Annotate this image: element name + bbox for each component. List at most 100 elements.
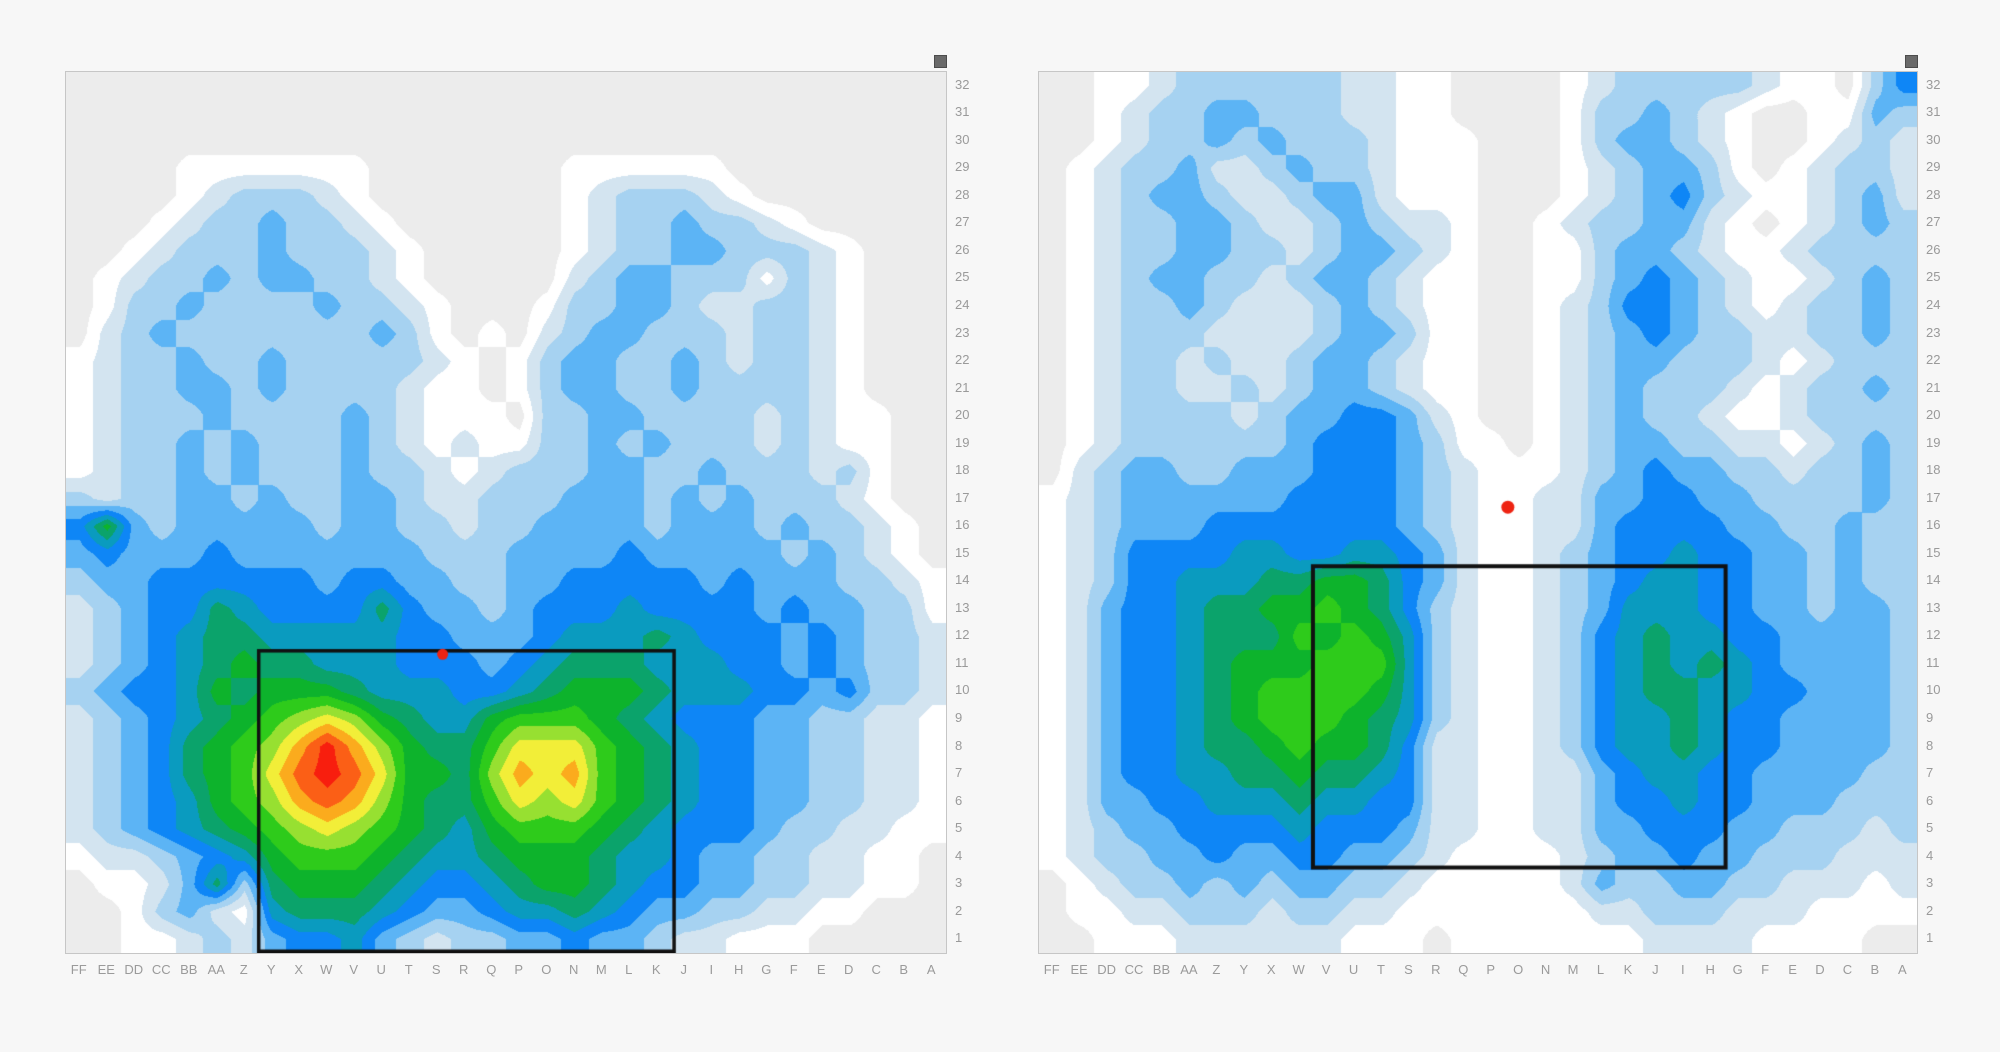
y-axis-tick-label: 31 [955, 104, 970, 120]
y-axis-tick-label: 20 [1926, 407, 1941, 423]
y-axis-tick-label: 4 [955, 847, 963, 863]
x-axis-tick-label: U [376, 962, 386, 977]
y-axis-tick-label: 26 [1926, 241, 1941, 257]
y-axis-tick-label: 4 [1926, 847, 1934, 863]
x-axis-tick-label: BB [1152, 962, 1171, 977]
y-axis-tick-label: 2 [955, 902, 963, 918]
y-axis-tick-label: 1 [955, 930, 963, 946]
y-axis-tick-label: 21 [955, 379, 970, 395]
y-axis-tick-label: 18 [1926, 462, 1941, 478]
y-axis-tick-label: 19 [1926, 434, 1941, 450]
y-axis-tick-label: 30 [955, 131, 970, 147]
x-axis-tick-label: CC [151, 962, 171, 977]
y-axis-tick-label: 15 [1926, 544, 1941, 560]
x-axis-tick-label: T [404, 962, 413, 977]
x-axis-tick-label: W [1292, 962, 1305, 977]
x-axis-tick-label: A [926, 962, 936, 977]
x-axis-tick-label: G [1732, 962, 1743, 977]
x-axis-tick-label: AA [1180, 962, 1198, 977]
y-axis-tick-label: 32 [955, 76, 970, 92]
x-axis-tick-label: C [871, 962, 881, 977]
x-axis-tick-label: P [1486, 962, 1496, 977]
x-axis-tick-label: V [349, 962, 359, 977]
y-axis-tick-label: 7 [955, 765, 963, 781]
y-axis-tick-label: 1 [1926, 930, 1934, 946]
x-axis-tick-label: O [541, 962, 552, 977]
y-axis-tick-label: 28 [955, 186, 970, 202]
y-axis-tick-label: 11 [955, 654, 969, 670]
x-axis-tick-label: C [1842, 962, 1853, 977]
y-axis-tick-label: 13 [1926, 599, 1941, 615]
x-axis-tick-label: S [431, 962, 441, 977]
x-axis-tick-label: Q [1458, 962, 1469, 977]
pressure-heatmap-canvas-right[interactable] [1039, 72, 1917, 953]
y-axis-tick-label: 23 [1926, 324, 1941, 340]
y-axis-tick-label: 6 [1926, 792, 1934, 808]
x-axis-tick-label: V [1321, 962, 1331, 977]
y-axis-tick-label: 8 [1926, 737, 1934, 753]
y-axis-tick-label: 20 [955, 407, 970, 423]
pressure-heatmap-canvas-left[interactable] [66, 72, 946, 953]
y-axis-tick-label: 28 [1926, 186, 1941, 202]
heatmap-panel-left [65, 71, 947, 954]
y-axis-tick-label: 21 [1926, 379, 1941, 395]
x-axis-tick-label: X [294, 962, 304, 977]
x-axis-tick-label: H [1705, 962, 1715, 977]
x-axis-tick-label: P [514, 962, 524, 977]
y-axis-tick-label: 18 [955, 462, 970, 478]
x-axis-tick-label: J [680, 962, 688, 977]
x-axis-tick-label: N [1540, 962, 1551, 977]
x-axis-tick-label: X [1266, 962, 1276, 977]
x-axis-tick-label: R [459, 962, 469, 977]
x-axis-tick-label: H [734, 962, 744, 977]
resize-handle-left-icon[interactable] [934, 55, 947, 68]
y-axis-tick-label: 13 [955, 599, 970, 615]
x-axis-tick-label: I [1680, 962, 1685, 977]
y-axis-tick-label: 19 [955, 434, 970, 450]
x-axis-tick-label: F [1761, 962, 1770, 977]
x-axis-tick-label: N [569, 962, 579, 977]
y-axis-tick-label: 11 [1926, 654, 1940, 670]
x-axis-tick-label: B [899, 962, 909, 977]
x-axis-tick-label: BB [180, 962, 198, 977]
y-axis-tick-label: 7 [1926, 765, 1934, 781]
y-axis-tick-label: 25 [1926, 269, 1941, 285]
x-axis-tick-label: Q [486, 962, 497, 977]
y-axis-tick-label: 16 [1926, 517, 1941, 533]
x-axis-tick-label: L [625, 962, 633, 977]
y-axis-tick-label: 30 [1926, 131, 1941, 147]
x-axis-tick-label: FF [1043, 962, 1060, 977]
y-axis-tick-label: 12 [955, 627, 970, 643]
x-axis-tick-label: DD [124, 962, 144, 977]
x-axis-tick-label: D [844, 962, 854, 977]
y-axis-tick-label: 8 [955, 737, 963, 753]
x-axis-tick-label: R [1431, 962, 1441, 977]
y-axis-tick-label: 9 [955, 709, 963, 725]
x-axis-tick-label: B [1870, 962, 1880, 977]
y-axis-tick-label: 14 [955, 572, 970, 588]
y-axis-tick-label: 2 [1926, 902, 1934, 918]
y-axis-tick-label: 17 [955, 489, 970, 505]
y-axis-tick-label: 16 [955, 517, 970, 533]
x-axis-tick-label: Z [239, 962, 248, 977]
resize-handle-right-icon[interactable] [1905, 55, 1918, 68]
y-axis-tick-label: 24 [1926, 297, 1941, 313]
x-axis-tick-label: K [1623, 962, 1633, 977]
x-axis-tick-label: CC [1124, 962, 1144, 977]
y-axis-tick-label: 6 [955, 792, 963, 808]
x-axis-tick-label: E [1788, 962, 1797, 977]
x-axis-tick-label: FF [70, 962, 87, 977]
x-axis-tick-label: M [1567, 962, 1579, 977]
y-axis-tick-label: 32 [1926, 76, 1941, 92]
y-axis-tick-label: 5 [955, 820, 963, 836]
x-axis-tick-label: U [1348, 962, 1359, 977]
y-axis-tick-label: 10 [1926, 682, 1941, 698]
x-axis-tick-label: J [1652, 962, 1659, 977]
y-axis-tick-label: 9 [1926, 709, 1934, 725]
x-axis-tick-label: Y [1239, 962, 1249, 977]
x-axis-tick-label: Z [1212, 962, 1221, 977]
x-axis-tick-label: DD [1097, 962, 1116, 977]
y-axis-tick-label: 14 [1926, 572, 1941, 588]
y-axis-tick-label: 22 [1926, 352, 1941, 368]
